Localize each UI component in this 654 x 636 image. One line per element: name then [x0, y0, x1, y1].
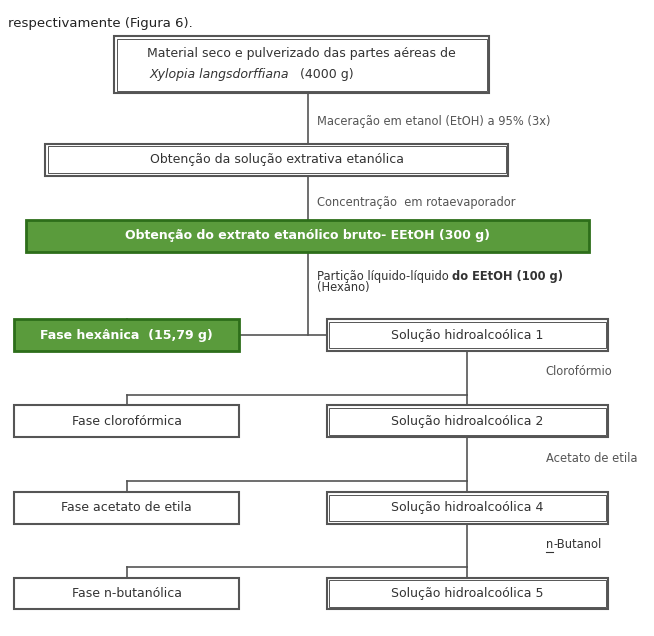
Text: n: n: [545, 538, 553, 551]
Text: Obtenção da solução extrativa etanólica: Obtenção da solução extrativa etanólica: [150, 153, 404, 166]
Text: respectivamente (Figura 6).: respectivamente (Figura 6).: [8, 17, 192, 31]
FancyBboxPatch shape: [14, 319, 239, 351]
Text: Solução hidroalcoólica 5: Solução hidroalcoólica 5: [391, 587, 543, 600]
Text: Fase clorofórmica: Fase clorofórmica: [71, 415, 182, 428]
FancyBboxPatch shape: [327, 577, 608, 609]
Text: (Hexano): (Hexano): [317, 281, 370, 294]
Text: Clorofórmio: Clorofórmio: [545, 365, 612, 378]
Text: do EEtOH (100 g): do EEtOH (100 g): [453, 270, 564, 283]
FancyBboxPatch shape: [26, 220, 589, 251]
Text: Xylopia langsdorffiana: Xylopia langsdorffiana: [150, 68, 289, 81]
Text: Concentração  em rotaevaporador: Concentração em rotaevaporador: [317, 197, 516, 209]
Text: Solução hidroalcoólica 4: Solução hidroalcoólica 4: [391, 501, 543, 515]
FancyBboxPatch shape: [327, 319, 608, 351]
Text: Partição líquido-líquido: Partição líquido-líquido: [317, 270, 453, 283]
FancyBboxPatch shape: [14, 492, 239, 524]
Text: Solução hidroalcoólica 2: Solução hidroalcoólica 2: [391, 415, 543, 428]
Text: Solução hidroalcoólica 1: Solução hidroalcoólica 1: [391, 329, 543, 342]
FancyBboxPatch shape: [327, 492, 608, 524]
Text: Material seco e pulverizado das partes aéreas de: Material seco e pulverizado das partes a…: [147, 47, 456, 60]
FancyBboxPatch shape: [14, 577, 239, 609]
Text: Obtenção do extrato etanólico bruto- EEtOH (300 g): Obtenção do extrato etanólico bruto- EEt…: [126, 229, 490, 242]
Text: (4000 g): (4000 g): [292, 68, 354, 81]
Text: Fase hexânica  (15,79 g): Fase hexânica (15,79 g): [40, 329, 213, 342]
Text: Fase acetato de etila: Fase acetato de etila: [61, 501, 192, 515]
Text: Fase n-butanólica: Fase n-butanólica: [71, 587, 182, 600]
FancyBboxPatch shape: [114, 36, 489, 93]
FancyBboxPatch shape: [14, 405, 239, 437]
Text: Acetato de etila: Acetato de etila: [545, 452, 637, 465]
Text: Maceração em etanol (EtOH) a 95% (3x): Maceração em etanol (EtOH) a 95% (3x): [317, 115, 551, 128]
Text: -Butanol: -Butanol: [553, 538, 602, 551]
FancyBboxPatch shape: [45, 144, 508, 176]
FancyBboxPatch shape: [327, 405, 608, 437]
